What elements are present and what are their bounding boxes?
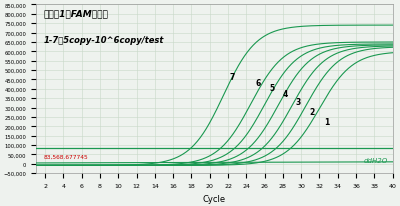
Text: ddH2O: ddH2O [363, 157, 388, 163]
Text: 6: 6 [256, 79, 261, 88]
Text: 3: 3 [296, 98, 301, 107]
Text: 83,568.677745: 83,568.677745 [43, 154, 88, 159]
Text: 1: 1 [324, 117, 329, 126]
Text: 4: 4 [283, 90, 288, 99]
Text: 2: 2 [310, 107, 315, 116]
Text: 1-7：5copy-10^6copy/test: 1-7：5copy-10^6copy/test [43, 36, 164, 45]
Text: 5: 5 [269, 83, 274, 92]
Text: 靶探针1（FAM通道）: 靶探针1（FAM通道） [43, 9, 108, 18]
Text: 7: 7 [230, 73, 235, 82]
X-axis label: Cycle: Cycle [203, 194, 226, 202]
